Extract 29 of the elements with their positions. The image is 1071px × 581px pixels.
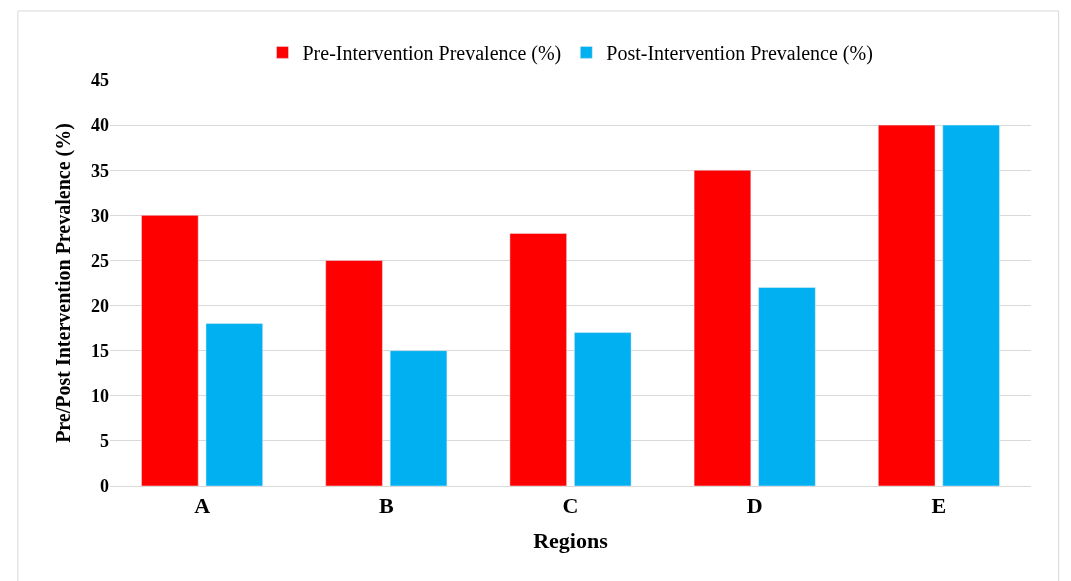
y-tick-label: 40 — [91, 115, 109, 136]
y-tick-label: 25 — [91, 250, 109, 271]
x-tick-label: B — [378, 493, 394, 519]
y-tick-label: 30 — [91, 205, 109, 226]
bar — [693, 169, 752, 486]
x-tick-label: A — [194, 493, 211, 519]
x-tick-label: E — [931, 493, 947, 519]
bar — [325, 260, 383, 486]
bar — [574, 332, 632, 486]
x-tick-label: C — [562, 493, 579, 519]
y-tick-label: 15 — [91, 340, 109, 361]
y-tick-label: 20 — [91, 295, 109, 316]
y-axis-title: Pre/Post Intervention Prevalence (%) — [51, 123, 75, 443]
bar — [509, 233, 567, 486]
x-tick-label: D — [746, 493, 763, 519]
y-tick-label: 35 — [91, 160, 109, 181]
bar — [205, 323, 263, 486]
x-axis-title: Regions — [533, 528, 609, 554]
y-tick-label: 10 — [91, 386, 109, 407]
bar — [942, 124, 1000, 486]
y-tick-label: 5 — [100, 431, 109, 452]
legend-label: Pre-Intervention Prevalence (%) — [302, 42, 562, 66]
y-tick-label: 0 — [100, 476, 109, 497]
bar — [878, 124, 936, 486]
bar — [141, 215, 199, 486]
y-tick-label: 45 — [91, 70, 109, 91]
bar — [758, 287, 816, 486]
legend-label: Post-Intervention Prevalence (%) — [606, 42, 873, 66]
bar — [389, 350, 448, 486]
